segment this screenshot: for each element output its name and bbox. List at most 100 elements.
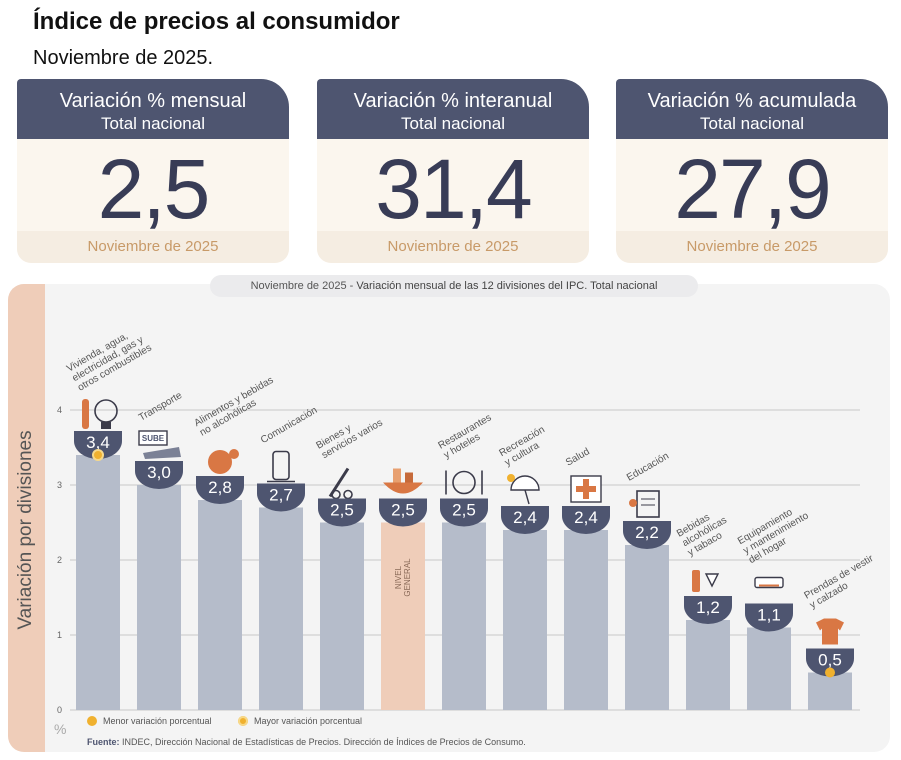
pencil-dot	[629, 499, 637, 507]
bar	[503, 530, 547, 710]
plate-shape	[452, 470, 476, 495]
category-label-line: Salud	[564, 446, 592, 468]
card-monthly-body: 2,5 Noviembre de 2025	[17, 139, 289, 263]
category-label-line: Transporte	[137, 390, 184, 424]
data-label: 2,7	[269, 486, 293, 505]
bar	[564, 530, 608, 710]
phone-shape	[272, 450, 290, 481]
bar	[747, 627, 791, 710]
chart-title-period: Noviembre de 2025	[250, 280, 347, 292]
category-label: Equipamientoy mantenimientodel hogar	[736, 501, 816, 566]
bar	[442, 522, 486, 710]
bar	[686, 620, 730, 710]
scissors-ring	[331, 489, 341, 500]
umbrella-shape	[510, 475, 540, 491]
min-marker	[825, 667, 835, 678]
chart-title: Noviembre de 2025 - Variación mensual de…	[210, 275, 698, 297]
y-tick-label: 3	[57, 480, 62, 490]
tool-shape	[82, 399, 89, 429]
card-accumulated-sublabel: Total nacional	[700, 114, 804, 133]
basket-item	[393, 468, 401, 483]
category-group: 1,1 Equipamientoy mantenimientodel hogar	[736, 501, 816, 710]
value-badge	[196, 476, 244, 504]
legend-menor: Menor variación porcentual	[87, 716, 212, 726]
y-tick-label: 2	[57, 555, 62, 565]
card-monthly-value: 2,5	[97, 142, 211, 236]
value-badge	[440, 498, 488, 527]
bar-nivel-general	[381, 522, 425, 710]
category-group: 2,4 Recreacióny cultura	[498, 424, 549, 710]
value-badge	[74, 431, 122, 459]
chart-side-band	[8, 284, 45, 752]
nivel-general-line: GENERAL	[403, 558, 412, 597]
legend-mayor: Mayor variación porcentual	[238, 716, 362, 726]
data-label: 2,5	[391, 501, 415, 520]
page-title: Índice de precios al consumidor	[33, 8, 400, 35]
category-label: Bebidasalcohólicasy tabaco	[675, 505, 734, 558]
card-interannual: Variación % interanual Total nacional 31…	[317, 79, 589, 263]
basket-item-2	[405, 472, 413, 483]
source-text: INDEC, Dirección Nacional de Estadística…	[122, 737, 526, 747]
y-tick-label: 1	[57, 630, 62, 640]
bulb-base	[101, 422, 111, 429]
card-interannual-value: 31,4	[375, 142, 533, 236]
y-tick-label: 4	[57, 405, 62, 415]
category-label: Prendas de vestiry calzado	[803, 553, 882, 611]
bar	[625, 545, 669, 710]
tshirt-shape	[816, 618, 844, 645]
category-label-line: Comunicación	[259, 405, 319, 446]
data-label: 2,8	[208, 478, 232, 497]
y-axis-unit: %	[54, 721, 67, 737]
bar	[198, 500, 242, 710]
source-label: Fuente:	[87, 737, 120, 747]
card-monthly-header: Variación % mensual Total nacional	[17, 79, 289, 139]
value-badge	[501, 506, 549, 534]
value-badge	[806, 648, 854, 677]
card-shape	[138, 430, 168, 446]
bus-shape	[143, 447, 181, 459]
basket-shape	[383, 482, 423, 494]
category-label: Comunicación	[259, 405, 319, 446]
value-badge	[562, 506, 610, 534]
data-label: 3,4	[86, 433, 110, 452]
nivel-general-line: NIVEL	[394, 565, 403, 589]
glass-shape	[704, 573, 720, 588]
card-interannual-label: Variación % interanual	[353, 90, 553, 112]
value-badge	[623, 521, 671, 549]
data-label: 1,1	[757, 606, 781, 625]
legend-menor-label: Menor variación porcentual	[103, 716, 212, 726]
data-label: 2,2	[635, 523, 659, 542]
nivel-general-label: NIVELGENERAL	[394, 558, 412, 597]
value-badge	[318, 498, 366, 527]
bar	[259, 507, 303, 710]
scissors-ring-2	[343, 489, 353, 500]
card-accumulated-body: 27,9 Noviembre de 2025	[616, 139, 888, 263]
card-accumulated-header: Variación % acumulada Total nacional	[616, 79, 888, 139]
category-label: Salud	[564, 446, 592, 468]
card-monthly: Variación % mensual Total nacional 2,5 N…	[17, 79, 289, 263]
category-group: 2,2 Educación	[623, 451, 671, 710]
category-group: SUBE 3,0 Transporte	[135, 390, 184, 710]
data-label: 3,0	[147, 463, 171, 482]
category-group: 2,5 Bienes yservicios varios	[315, 408, 385, 710]
category-label: Restaurantesy hoteles	[437, 412, 500, 461]
card-accumulated-label: Variación % acumulada	[647, 90, 857, 112]
card-accumulated-value: 27,9	[674, 142, 832, 236]
data-label: 0,5	[818, 651, 842, 670]
data-label: 2,4	[574, 508, 598, 527]
category-label: Bienes yservicios varios	[315, 408, 385, 461]
data-label: 2,4	[513, 508, 537, 527]
value-badge	[745, 603, 793, 632]
bar	[76, 455, 120, 710]
chart-title-text: Variación mensual de las 12 divisiones d…	[356, 280, 658, 292]
bar	[137, 485, 181, 710]
category-group: 2,4 Salud	[562, 446, 610, 710]
legend-mayor-dot	[238, 716, 248, 726]
legend-menor-dot	[87, 716, 97, 726]
category-group: 2,5 Restaurantesy hoteles	[437, 412, 500, 710]
category-label: Transporte	[137, 390, 184, 424]
card-accumulated-period: Noviembre de 2025	[616, 231, 888, 263]
card-interannual-period: Noviembre de 2025	[317, 231, 589, 263]
value-badge	[684, 596, 732, 624]
